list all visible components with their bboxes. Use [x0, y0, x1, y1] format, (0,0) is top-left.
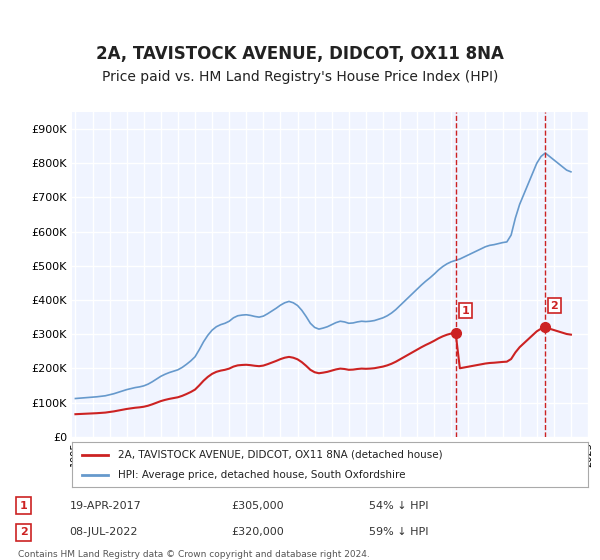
- Text: 2A, TAVISTOCK AVENUE, DIDCOT, OX11 8NA: 2A, TAVISTOCK AVENUE, DIDCOT, OX11 8NA: [96, 45, 504, 63]
- Text: 2: 2: [20, 528, 28, 538]
- Text: 2: 2: [550, 301, 558, 311]
- Text: 2A, TAVISTOCK AVENUE, DIDCOT, OX11 8NA (detached house): 2A, TAVISTOCK AVENUE, DIDCOT, OX11 8NA (…: [118, 450, 443, 460]
- Text: 59% ↓ HPI: 59% ↓ HPI: [369, 528, 428, 538]
- Text: 1: 1: [461, 306, 469, 316]
- Text: 54% ↓ HPI: 54% ↓ HPI: [369, 501, 428, 511]
- Text: Contains HM Land Registry data © Crown copyright and database right 2024.
This d: Contains HM Land Registry data © Crown c…: [18, 550, 370, 560]
- Text: 08-JUL-2022: 08-JUL-2022: [70, 528, 138, 538]
- Text: Price paid vs. HM Land Registry's House Price Index (HPI): Price paid vs. HM Land Registry's House …: [102, 70, 498, 84]
- Text: 19-APR-2017: 19-APR-2017: [70, 501, 142, 511]
- Text: £305,000: £305,000: [231, 501, 284, 511]
- Text: £320,000: £320,000: [231, 528, 284, 538]
- Text: 1: 1: [20, 501, 28, 511]
- Text: HPI: Average price, detached house, South Oxfordshire: HPI: Average price, detached house, Sout…: [118, 470, 406, 480]
